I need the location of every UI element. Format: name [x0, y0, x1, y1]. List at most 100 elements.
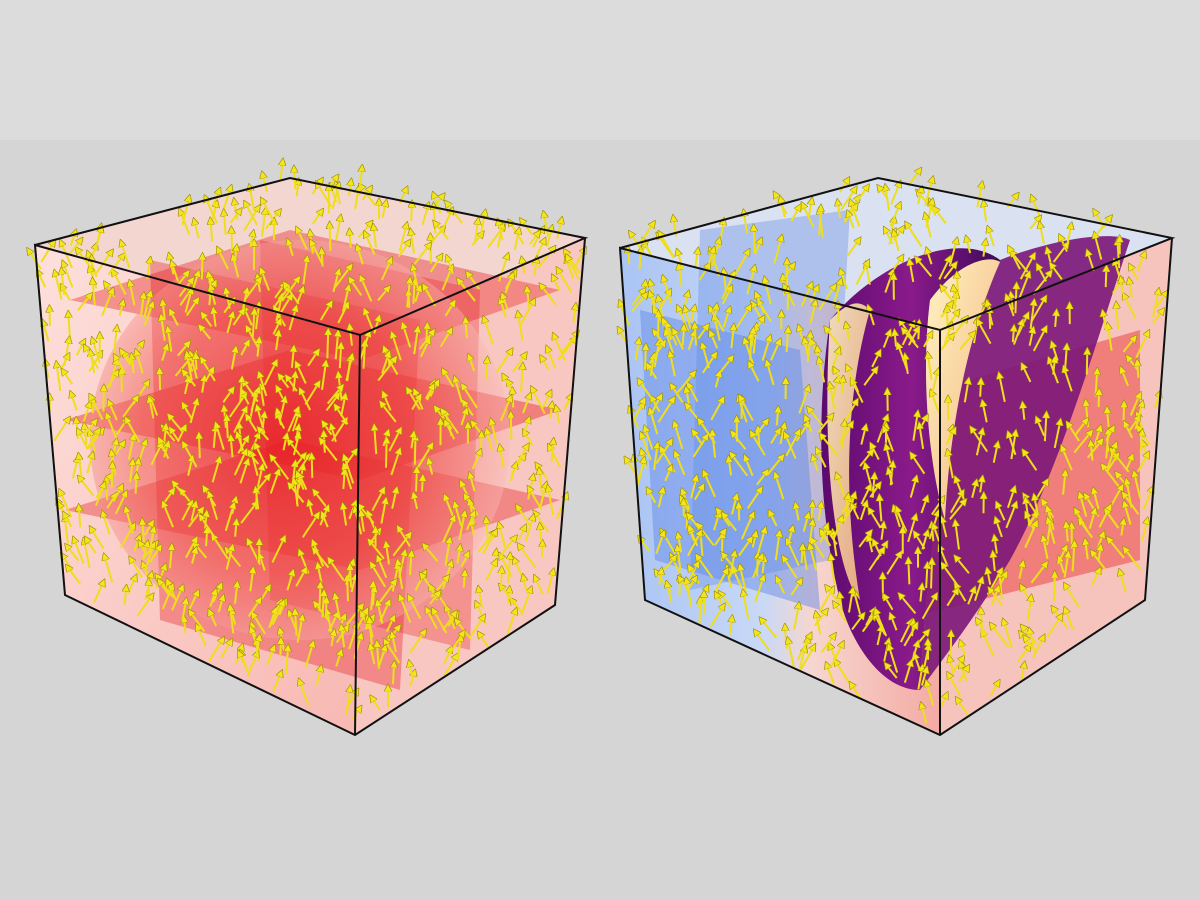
- arrow: [103, 513, 111, 535]
- arrow: [957, 274, 958, 293]
- arrow: [171, 587, 182, 611]
- arrow: [188, 592, 198, 610]
- arrow: [761, 620, 778, 639]
- arrow: [408, 390, 421, 411]
- arrow: [528, 233, 539, 245]
- arrow: [713, 514, 719, 531]
- arrow: [558, 270, 573, 293]
- arrow: [181, 198, 189, 226]
- arrow: [900, 595, 917, 614]
- arrow: [639, 381, 655, 402]
- arrow: [197, 627, 207, 647]
- arrow: [812, 504, 813, 519]
- arrow: [500, 447, 505, 469]
- arrow: [909, 478, 916, 498]
- arrow: [817, 450, 827, 468]
- arrow: [563, 396, 571, 411]
- arrow: [1065, 346, 1067, 374]
- arrow: [676, 453, 686, 476]
- arrow: [659, 571, 661, 585]
- arrow: [318, 565, 322, 583]
- arrow: [271, 602, 284, 626]
- arrow: [275, 296, 281, 322]
- surface: [920, 236, 1130, 690]
- arrow: [287, 377, 298, 392]
- arrow: [107, 256, 123, 276]
- arrow: [444, 303, 454, 317]
- arrow: [686, 389, 689, 404]
- arrow: [340, 396, 345, 417]
- arrow: [1108, 326, 1113, 351]
- arrow: [1106, 268, 1107, 288]
- arrow: [68, 567, 81, 585]
- arrow: [499, 525, 507, 548]
- arrow: [372, 564, 387, 588]
- arrow: [226, 314, 232, 334]
- arrow: [692, 436, 706, 458]
- arrow: [409, 597, 422, 620]
- arrow: [756, 632, 771, 652]
- arrow: [82, 421, 96, 437]
- arrow: [263, 362, 276, 386]
- arrow: [498, 538, 515, 558]
- arrow: [185, 379, 189, 395]
- arrow: [286, 648, 288, 675]
- arrow: [358, 247, 364, 265]
- arrow: [442, 613, 455, 631]
- arrow: [427, 609, 438, 630]
- arrow: [246, 653, 257, 677]
- arrow: [948, 452, 954, 479]
- arrow: [416, 469, 417, 492]
- arrow: [409, 663, 412, 678]
- arrow: [540, 526, 541, 542]
- arrow: [471, 522, 474, 537]
- arrow: [418, 332, 433, 350]
- arrow: [641, 435, 652, 461]
- arrow: [898, 345, 909, 371]
- arrow: [242, 391, 250, 405]
- arrow: [243, 208, 258, 231]
- arrow: [256, 489, 258, 510]
- arrow: [471, 451, 480, 470]
- arrows: [29, 162, 1167, 724]
- arrow: [721, 288, 731, 305]
- arrow: [1136, 254, 1145, 272]
- arrow: [187, 354, 193, 381]
- arrow: [754, 577, 763, 603]
- arrow: [184, 372, 196, 387]
- arrow: [460, 411, 466, 426]
- arrow: [719, 358, 732, 373]
- arrow: [77, 295, 91, 311]
- arrow: [222, 389, 232, 403]
- arrow: [457, 547, 460, 564]
- arrow: [787, 329, 789, 353]
- arrow: [317, 184, 333, 208]
- arrow: [69, 240, 81, 254]
- arrow: [120, 302, 123, 317]
- arrow: [321, 440, 338, 462]
- arrow: [184, 290, 192, 313]
- arrow: [272, 673, 281, 693]
- arrow: [220, 641, 231, 659]
- arrow: [150, 444, 161, 466]
- arrow: [121, 371, 122, 392]
- arrow: [833, 532, 838, 557]
- arrow: [378, 648, 385, 667]
- arrow: [237, 434, 245, 451]
- arrow: [80, 478, 95, 497]
- arrow: [519, 546, 537, 569]
- arrow: [506, 611, 516, 635]
- arrow: [466, 320, 467, 338]
- arrow: [1110, 487, 1121, 506]
- arrow: [235, 247, 237, 262]
- arrow: [710, 399, 722, 421]
- arrow: [247, 416, 258, 432]
- arrow: [654, 332, 665, 346]
- arrow: [542, 358, 550, 371]
- arrow: [38, 272, 47, 288]
- arrow: [384, 394, 392, 411]
- arrow: [95, 484, 104, 506]
- arrow: [836, 662, 852, 686]
- arrow: [485, 562, 495, 581]
- arrow: [1128, 357, 1138, 370]
